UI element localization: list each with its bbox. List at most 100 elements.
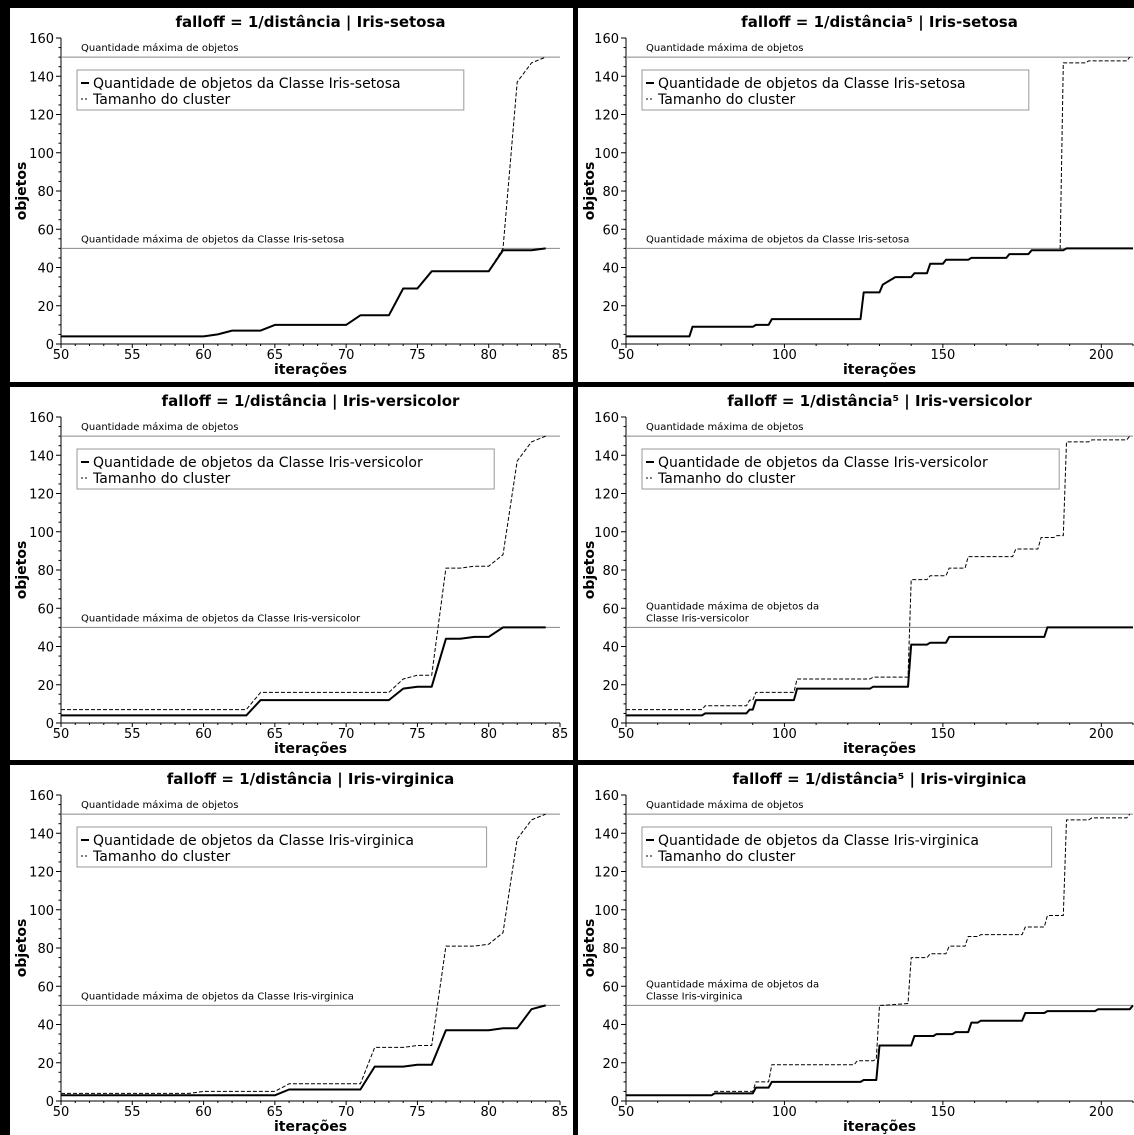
y-tick-label: 160 — [594, 32, 619, 47]
chart-title: falloff = 1/distância | Iris-versicolor — [162, 392, 461, 411]
y-tick-label: 140 — [29, 70, 54, 85]
x-tick-label: 200 — [1089, 348, 1114, 363]
x-tick-label: 50 — [618, 348, 635, 363]
legend-label: Quantidade de objetos da Classe Iris-vir… — [658, 833, 979, 849]
y-tick-label: 140 — [594, 827, 619, 842]
x-axis-label: iterações — [843, 741, 916, 757]
y-tick-label: 120 — [594, 488, 619, 503]
y-tick-label: 120 — [29, 109, 54, 124]
chart-svg: falloff = 1/distância⁵ | Iris-versicolor… — [582, 392, 1134, 757]
x-tick-label: 100 — [772, 348, 797, 363]
x-axis-label: iterações — [843, 1119, 916, 1135]
y-tick-label: 0 — [611, 1095, 619, 1110]
reference-line-label: Quantidade máxima de objetos da Classe I… — [81, 612, 361, 624]
reference-line-label: Quantidade máxima de objetos da Classe Ir… — [646, 978, 819, 1002]
x-tick-label: 50 — [53, 348, 70, 363]
chart-svg: falloff = 1/distância⁵ | Iris-virginica 0… — [582, 770, 1134, 1135]
y-tick-label: 0 — [46, 338, 54, 353]
legend-label: Tamanho do cluster — [92, 92, 231, 108]
chart-panel: falloff = 1/distância⁵ | Iris-setosa 0 20 4… — [578, 8, 1134, 382]
x-tick-label: 50 — [618, 1105, 635, 1120]
series-line-class-count — [626, 626, 1133, 717]
legend-label: Quantidade de objetos da Classe Iris-ver… — [658, 455, 988, 471]
y-tick-label: 60 — [37, 223, 54, 238]
y-tick-label: 140 — [29, 827, 54, 842]
x-tick-label: 55 — [124, 348, 141, 363]
x-tick-label: 55 — [124, 1105, 141, 1120]
y-axis-label: objetos — [14, 162, 30, 221]
y-tick-label: 140 — [29, 449, 54, 464]
chart-panel: falloff = 1/distância⁵ | Iris-virginica 0… — [578, 765, 1134, 1135]
y-tick-label: 40 — [602, 262, 619, 277]
y-tick-label: 120 — [594, 109, 619, 124]
y-tick-label: 60 — [602, 980, 619, 995]
legend-box — [641, 826, 1053, 868]
x-axis-label: iterações — [274, 362, 347, 378]
reference-line-label: Quantidade máxima de objetos da Classe I… — [81, 233, 344, 245]
y-tick-label: 20 — [602, 679, 619, 694]
y-tick-label: 120 — [29, 866, 54, 881]
y-tick-label: 80 — [602, 185, 619, 200]
legend-label: Tamanho do cluster — [92, 471, 231, 487]
legend-label: Tamanho do cluster — [92, 849, 231, 865]
series-line-cluster-size — [61, 813, 546, 1094]
x-tick-label: 75 — [409, 348, 426, 363]
y-tick-label: 80 — [602, 564, 619, 579]
y-tick-label: 100 — [29, 147, 54, 162]
legend-box — [641, 69, 1030, 111]
y-tick-label: 40 — [37, 1019, 54, 1034]
chart-panel: falloff = 1/distância | Iris-setosa 0 20 40… — [10, 8, 573, 382]
y-axis-label: objetos — [582, 541, 598, 600]
chart-panel: falloff = 1/distância | Iris-virginica 0 2… — [10, 765, 573, 1135]
chart-svg: falloff = 1/distância⁵ | Iris-setosa 0 20 4… — [582, 13, 1134, 378]
x-tick-label: 50 — [618, 727, 635, 742]
y-tick-label: 40 — [37, 641, 54, 656]
x-tick-label: 70 — [338, 1105, 355, 1120]
x-tick-label: 80 — [480, 1105, 497, 1120]
chart-svg: falloff = 1/distância | Iris-virginica 0 2… — [14, 770, 568, 1135]
legend-label: Quantidade de objetos da Classe Iris-set… — [93, 76, 401, 92]
y-tick-label: 120 — [29, 488, 54, 503]
y-tick-label: 40 — [602, 641, 619, 656]
x-tick-label: 75 — [409, 1105, 426, 1120]
y-tick-label: 160 — [29, 32, 54, 47]
y-tick-label: 0 — [611, 717, 619, 732]
x-axis-label: iterações — [843, 362, 916, 378]
legend-label: Tamanho do cluster — [657, 92, 796, 108]
series-line-class-count — [61, 247, 546, 338]
y-tick-label: 100 — [29, 904, 54, 919]
legend-box — [76, 826, 488, 868]
reference-line-label: Quantidade máxima de objetos da Classe Ir… — [646, 600, 819, 624]
y-tick-label: 140 — [594, 70, 619, 85]
y-tick-label: 80 — [37, 564, 54, 579]
y-tick-label: 100 — [594, 526, 619, 541]
y-axis-label: objetos — [582, 919, 598, 978]
reference-line-label: Quantidade máxima de objetos — [646, 42, 803, 54]
y-tick-label: 80 — [37, 185, 54, 200]
chart-title: falloff = 1/distância⁵ | Iris-setosa — [741, 13, 1018, 32]
reference-line-label: Quantidade máxima de objetos da Classe I… — [646, 233, 909, 245]
y-tick-label: 80 — [37, 942, 54, 957]
chart-title: falloff = 1/distância | Iris-setosa — [175, 13, 445, 32]
series-line-class-count — [61, 626, 546, 717]
y-tick-label: 160 — [594, 411, 619, 426]
x-tick-label: 60 — [195, 1105, 212, 1120]
x-tick-label: 65 — [267, 727, 284, 742]
reference-line-label: Quantidade máxima de objetos — [646, 799, 803, 811]
y-tick-label: 160 — [29, 411, 54, 426]
legend-label: Quantidade de objetos da Classe Iris-set… — [658, 76, 966, 92]
reference-line-label: Quantidade máxima de objetos — [81, 42, 238, 54]
x-tick-label: 100 — [772, 1105, 797, 1120]
legend-box — [76, 448, 495, 490]
x-tick-label: 200 — [1089, 1105, 1114, 1120]
y-tick-label: 80 — [602, 942, 619, 957]
y-tick-label: 20 — [37, 300, 54, 315]
y-tick-label: 40 — [602, 1019, 619, 1034]
y-tick-label: 120 — [594, 866, 619, 881]
x-tick-label: 150 — [930, 1105, 955, 1120]
y-tick-label: 20 — [37, 1057, 54, 1072]
x-tick-label: 150 — [930, 348, 955, 363]
reference-line-label: Quantidade máxima de objetos — [81, 799, 238, 811]
x-tick-label: 60 — [195, 727, 212, 742]
y-tick-label: 20 — [37, 679, 54, 694]
